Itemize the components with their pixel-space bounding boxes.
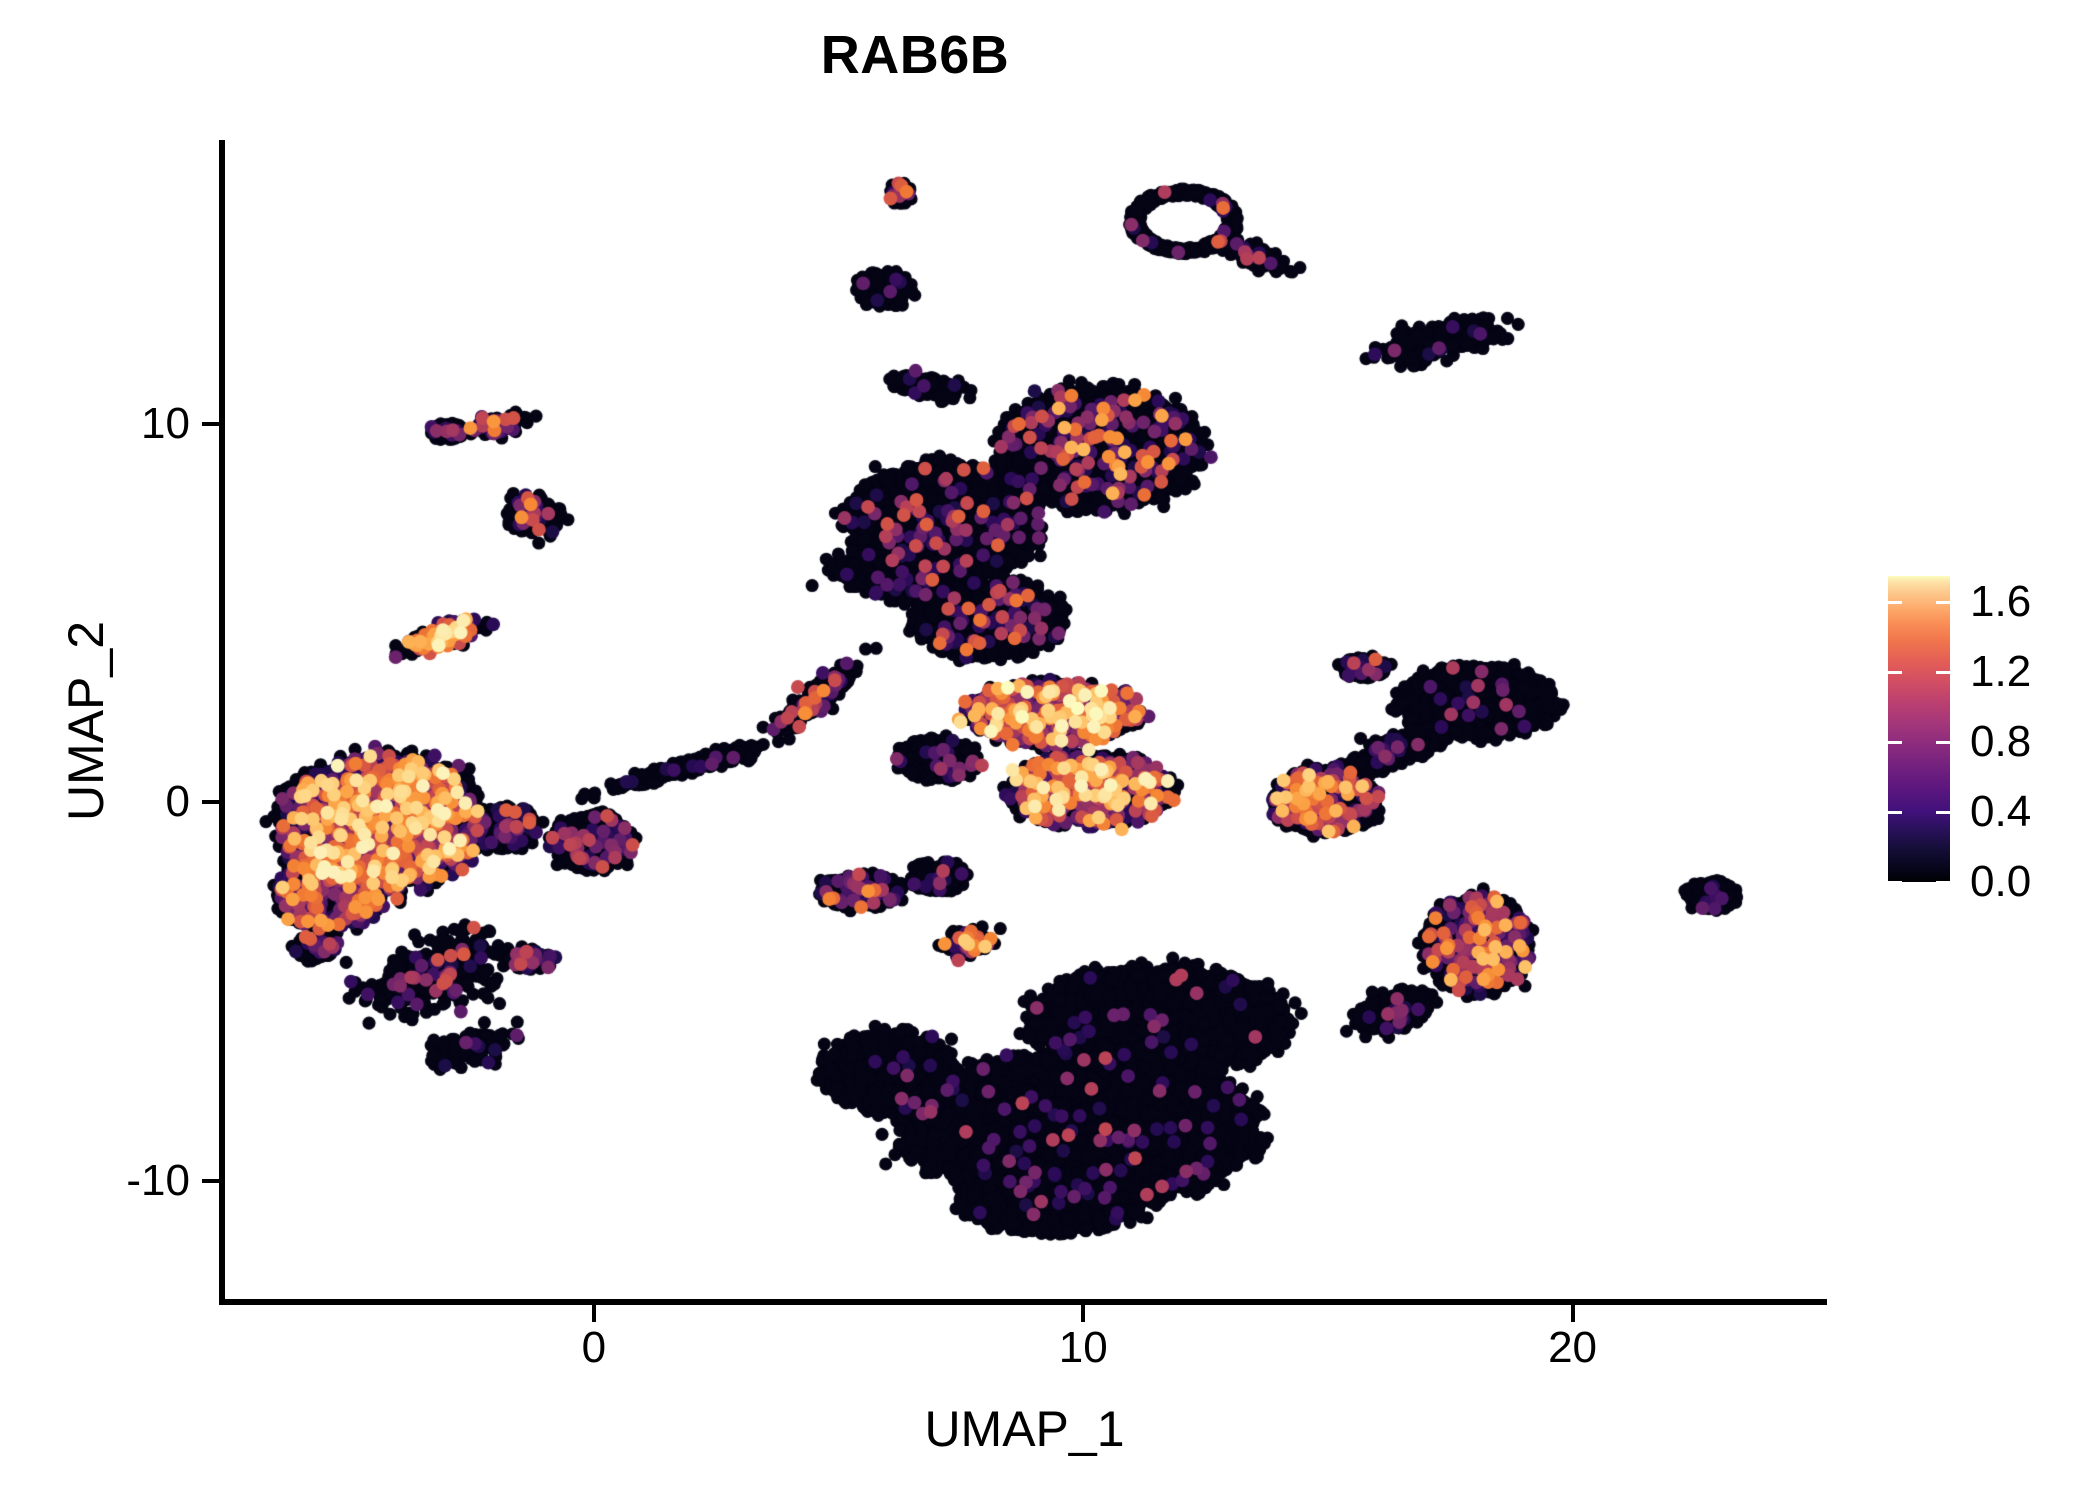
x-tick-mark	[1081, 1305, 1086, 1322]
colorbar-tick-mark	[1888, 601, 1902, 605]
y-tick-mark	[202, 800, 219, 805]
colorbar-tick-label: 0.8	[1970, 717, 2032, 767]
y-tick-label: -10	[126, 1155, 190, 1205]
x-tick-label: 10	[1058, 1323, 1108, 1372]
colorbar-tick-mark	[1936, 671, 1950, 675]
colorbar-tick-label: 1.6	[1970, 577, 2032, 627]
colorbar-tick-mark	[1888, 811, 1902, 815]
y-tick-mark	[202, 1178, 219, 1183]
colorbar-tick-mark	[1888, 671, 1902, 675]
page-title: RAB6B	[820, 25, 1010, 85]
colorbar-tick-mark	[1936, 601, 1950, 605]
colorbar-tick-label: 0.0	[1970, 857, 2032, 906]
y-tick-label: 10	[141, 398, 190, 448]
colorbar-legend: 1.6 1.2 0.8 0.4 0.0	[1888, 576, 2088, 906]
colorbar-gradient	[1888, 576, 1950, 882]
colorbar-tick-mark	[1888, 741, 1902, 745]
colorbar-tick-mark	[1936, 811, 1950, 815]
scatter-plot-canvas	[222, 140, 1827, 1302]
y-tick-mark	[202, 421, 219, 426]
x-tick-mark	[591, 1305, 596, 1322]
colorbar-tick-label: 1.2	[1970, 647, 2032, 697]
x-axis-title: UMAP_1	[924, 1401, 1125, 1457]
colorbar-tick-mark	[1888, 881, 1902, 884]
y-axis-line	[219, 140, 225, 1305]
x-tick-label: 0	[581, 1323, 607, 1372]
colorbar-tick-label: 0.4	[1970, 787, 2032, 837]
x-tick-mark	[1570, 1305, 1575, 1322]
colorbar-tick-mark	[1936, 741, 1950, 745]
y-tick-label: 0	[165, 777, 190, 827]
y-axis-title: UMAP_2	[58, 620, 114, 822]
colorbar-tick-mark	[1936, 881, 1950, 884]
x-tick-label: 20	[1548, 1323, 1598, 1372]
x-axis-line	[219, 1299, 1827, 1305]
